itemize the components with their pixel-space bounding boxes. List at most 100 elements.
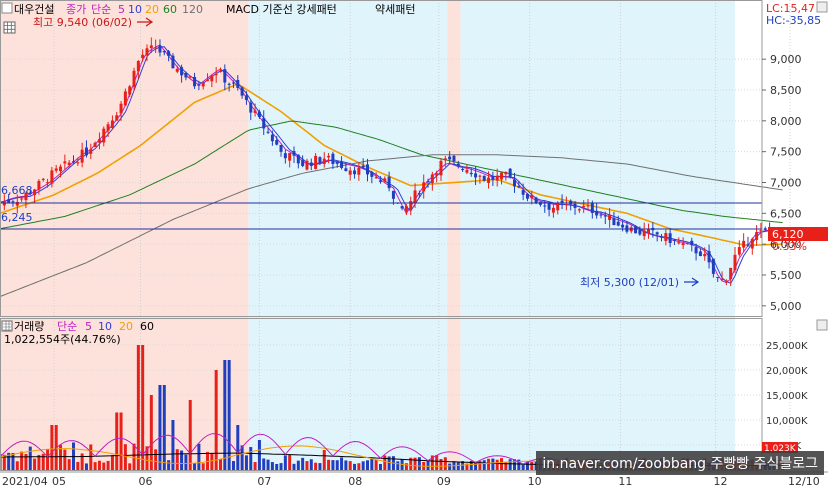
volume-bar <box>374 459 378 470</box>
current-change: 0.33% <box>772 240 807 253</box>
volume-tick-label: 25,000K <box>766 341 808 352</box>
candle-body <box>474 173 478 178</box>
volume-bar <box>465 463 469 470</box>
candle-body <box>76 162 80 164</box>
candle-body <box>340 161 344 168</box>
volume-bar <box>240 445 244 470</box>
volume-bar <box>193 463 197 470</box>
watermark: in.naver.com/zoobbang 주빵빵 주식블로그 <box>536 451 824 475</box>
volume-bar <box>383 455 387 470</box>
volume-bar <box>28 446 32 470</box>
candle-body <box>491 176 495 180</box>
candle-body <box>223 69 227 83</box>
volume-bar <box>487 458 491 470</box>
volume-current-tag <box>762 442 798 453</box>
volume-bar <box>210 452 214 470</box>
candle-body <box>344 168 348 171</box>
candle-body <box>465 169 469 173</box>
candle-body <box>413 190 417 203</box>
volume-bar <box>253 462 257 470</box>
volume-bar <box>89 444 93 470</box>
candle-body <box>707 251 711 263</box>
candle-body <box>746 244 750 246</box>
candle-body <box>634 226 638 234</box>
volume-bar <box>37 454 41 470</box>
volume-bar <box>448 463 452 470</box>
volume-tick-label: 15,000K <box>766 391 808 402</box>
candle-body <box>417 193 421 195</box>
volume-bar <box>145 446 149 470</box>
ma120-line <box>0 154 783 298</box>
vma5-legend: 5 <box>85 320 92 333</box>
candle-body <box>46 182 50 184</box>
candle-body <box>11 201 15 203</box>
volume-bar <box>288 455 292 470</box>
candle-body <box>448 156 452 160</box>
volume-scroll-up-button[interactable] <box>816 319 828 331</box>
candle-body <box>422 182 426 192</box>
volume-bar <box>171 420 175 470</box>
candle-body <box>409 201 413 210</box>
candle-body <box>50 170 54 184</box>
volume-bar <box>106 460 110 470</box>
candle-body <box>249 102 253 113</box>
volume-bar <box>231 461 235 470</box>
candle-body <box>690 240 694 246</box>
candle-body <box>755 232 759 240</box>
candle-body <box>158 45 162 53</box>
volume-bar <box>223 360 227 470</box>
volume-bar <box>508 459 512 470</box>
candle-body <box>206 80 210 82</box>
y-tick-label: 7,000 <box>770 177 802 190</box>
volume-menu-icon[interactable] <box>1 320 13 332</box>
candle-body <box>595 210 599 216</box>
candle-body <box>660 236 663 238</box>
candle-body <box>305 160 309 170</box>
candle-body <box>711 258 715 274</box>
volume-bar <box>84 463 88 470</box>
candle-body <box>37 180 41 190</box>
candle-body <box>582 206 586 208</box>
volume-bar <box>439 458 443 470</box>
volume-bar <box>504 462 508 470</box>
candle-body <box>283 153 287 159</box>
candle-body <box>733 254 737 271</box>
candle-body <box>534 197 538 203</box>
candle-body <box>547 202 551 210</box>
candle-body <box>171 55 175 69</box>
volume-bar <box>197 443 201 470</box>
high-annotation: 최고 9,540 (06/02) <box>33 16 132 29</box>
candle-body <box>452 155 456 162</box>
candle-body <box>162 50 166 53</box>
candle-body <box>257 111 261 118</box>
volume-bar <box>219 459 222 470</box>
candle-body <box>647 229 651 234</box>
candle-body <box>478 175 482 177</box>
candle-body <box>154 47 158 49</box>
candle-body <box>573 203 577 208</box>
y-tick-label: 9,000 <box>770 53 802 66</box>
volume-bar <box>180 450 184 470</box>
candle-body <box>180 67 184 76</box>
ma120-legend: 120 <box>182 3 203 16</box>
scroll-up-button[interactable] <box>816 1 828 13</box>
volume-bar <box>283 455 287 470</box>
volume-bar <box>318 463 322 470</box>
grid-toggle-icon[interactable] <box>3 21 16 34</box>
candle-body <box>89 149 93 154</box>
volume-bar <box>340 457 344 470</box>
candle-body <box>685 243 689 245</box>
volume-bar <box>110 454 114 470</box>
chart-menu-icon[interactable] <box>1 2 13 14</box>
candle-body <box>244 95 248 100</box>
ma20-line <box>0 82 783 247</box>
candle-body <box>20 198 24 200</box>
volume-bar <box>2 454 6 470</box>
volume-bar <box>128 463 132 470</box>
candle-body <box>750 238 754 249</box>
candle-body <box>41 178 45 180</box>
volume-bar <box>249 447 253 470</box>
price-legend-label: 종가 <box>66 3 86 16</box>
candle-body <box>193 76 197 87</box>
